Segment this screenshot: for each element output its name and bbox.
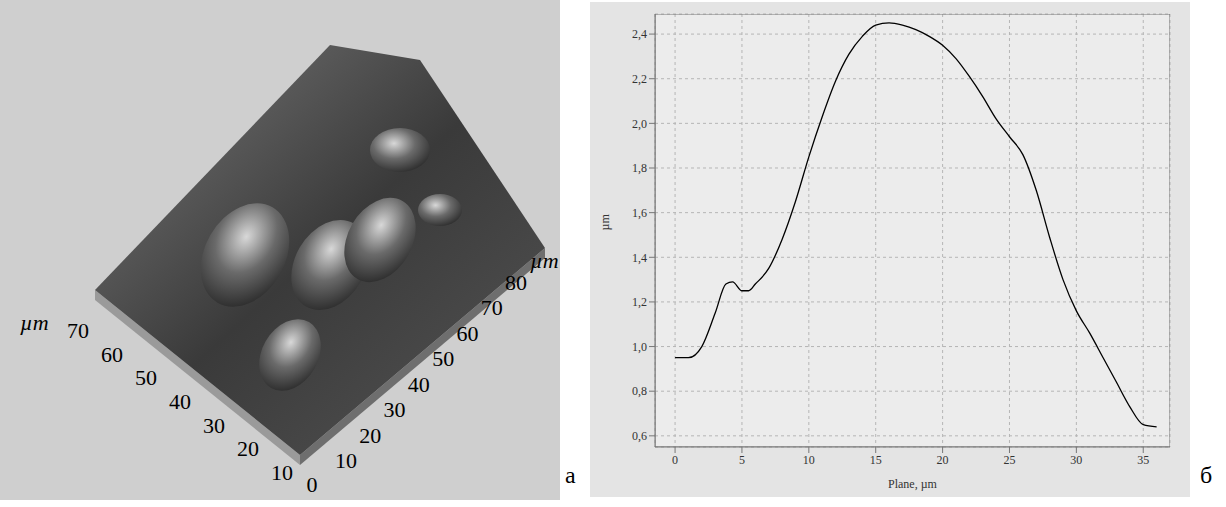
svg-text:µm: µm	[598, 214, 612, 231]
svg-text:70: 70	[67, 318, 89, 343]
svg-text:15: 15	[870, 453, 882, 467]
svg-text:40: 40	[169, 389, 191, 414]
svg-text:µm: µm	[530, 248, 559, 273]
svg-text:1,2: 1,2	[632, 295, 647, 309]
svg-text:50: 50	[135, 365, 157, 390]
svg-text:1,4: 1,4	[632, 251, 647, 265]
svg-text:10: 10	[803, 453, 815, 467]
svg-text:80: 80	[505, 270, 527, 295]
svg-text:0: 0	[307, 472, 318, 497]
svg-text:30: 30	[203, 413, 225, 438]
svg-text:35: 35	[1137, 453, 1149, 467]
svg-text:20: 20	[937, 453, 949, 467]
svg-text:5: 5	[739, 453, 745, 467]
svg-text:20: 20	[359, 423, 381, 448]
svg-text:Plane, µm: Plane, µm	[888, 477, 938, 491]
svg-text:0,6: 0,6	[632, 429, 647, 443]
svg-text:50: 50	[432, 346, 454, 371]
svg-text:60: 60	[456, 321, 478, 346]
svg-text:10: 10	[335, 448, 357, 473]
svg-text:10: 10	[271, 460, 293, 485]
svg-text:20: 20	[237, 436, 259, 461]
svg-text:1,8: 1,8	[632, 161, 647, 175]
svg-text:2,4: 2,4	[632, 27, 647, 41]
svg-text:µm: µm	[20, 310, 49, 335]
svg-text:0: 0	[672, 453, 678, 467]
html-text:б: б	[1200, 462, 1213, 488]
svg-text:0,8: 0,8	[632, 384, 647, 398]
svg-text:25: 25	[1003, 453, 1015, 467]
svg-text:30: 30	[384, 397, 406, 422]
svg-text:40: 40	[408, 372, 430, 397]
svg-text:60: 60	[101, 342, 123, 367]
svg-text:1,0: 1,0	[632, 340, 647, 354]
svg-text:1,6: 1,6	[632, 206, 647, 220]
svg-text:2,2: 2,2	[632, 72, 647, 86]
svg-text:2,0: 2,0	[632, 117, 647, 131]
svg-text:70: 70	[481, 295, 503, 320]
svg-text:30: 30	[1070, 453, 1082, 467]
html-text:а: а	[565, 462, 576, 488]
